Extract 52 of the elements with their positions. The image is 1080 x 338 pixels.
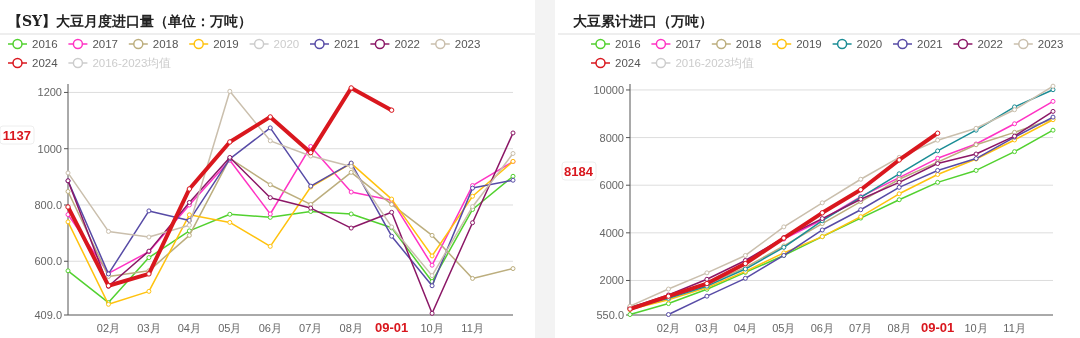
- legend-label: 2019: [796, 38, 822, 50]
- x-tick-label: 05月: [218, 322, 242, 334]
- y-tick-label: 409.0: [34, 309, 62, 321]
- legend-label: 2019: [213, 38, 239, 50]
- x-tick-label: 02月: [656, 322, 681, 334]
- text: 1137: [2, 128, 31, 143]
- legend-label: 2023: [454, 38, 481, 50]
- y-tick-label: 4000: [599, 226, 624, 239]
- x-tick-label: 06月: [810, 322, 834, 334]
- y-tick-label: 6000: [599, 179, 624, 192]
- y-tick-label: 600.0: [34, 255, 62, 268]
- chart-title: 【SY】大豆月度进口量（单位：万吨）: [8, 13, 253, 29]
- x-tick-label: 03月: [695, 322, 719, 334]
- x-tick-label: 07月: [299, 322, 323, 334]
- x-tick-label: 04月: [733, 322, 757, 334]
- x-tick-label: 07月: [849, 322, 873, 334]
- y-tick-label: 2000: [599, 274, 624, 287]
- legend-label: 2023: [1037, 38, 1064, 50]
- y-tick-label: 800.0: [34, 198, 62, 211]
- legend-label: 2024: [32, 57, 59, 69]
- legend-label: 2020: [856, 38, 883, 50]
- x-tick-label: 11月: [1003, 322, 1026, 334]
- chart-title: 大豆累计进口（万吨）: [573, 13, 713, 29]
- x-tick-label: 06月: [258, 322, 282, 334]
- y-tick-label: 8000: [599, 131, 624, 144]
- legend-label: 2017: [675, 38, 701, 50]
- legend-label: 2016: [32, 38, 58, 50]
- y-tick-label: 1200: [37, 86, 62, 99]
- legend-label: 2017: [92, 38, 118, 50]
- legend-label: 2021: [334, 38, 360, 50]
- x-tick-label: 08月: [887, 322, 911, 334]
- x-tick-label: 04月: [177, 322, 201, 334]
- x-tick-label: 09-01: [921, 320, 955, 335]
- legend-label: 2018: [152, 38, 179, 50]
- legend-label: 2016: [615, 38, 641, 50]
- x-tick-label: 02月: [96, 322, 121, 334]
- x-tick-label: 08月: [339, 322, 363, 334]
- legend-label: 2022: [977, 38, 1003, 50]
- x-tick-label: 05月: [772, 322, 796, 334]
- legend-label: 2024: [615, 57, 642, 69]
- legend-label: 2018: [735, 38, 762, 50]
- x-tick-label: 10月: [420, 322, 444, 334]
- legend-label: 2022: [394, 38, 420, 50]
- text: 8184: [564, 164, 594, 179]
- x-tick-label: 09-01: [375, 320, 409, 335]
- y-tick-label: 10000: [593, 83, 624, 96]
- x-tick-label: 10月: [964, 322, 988, 334]
- x-tick-label: 11月: [461, 322, 484, 334]
- y-tick-label: 1000: [37, 142, 62, 155]
- x-tick-label: 03月: [137, 322, 161, 334]
- legend-label: 2021: [917, 38, 943, 50]
- y-tick-label: 550.0: [596, 309, 624, 321]
